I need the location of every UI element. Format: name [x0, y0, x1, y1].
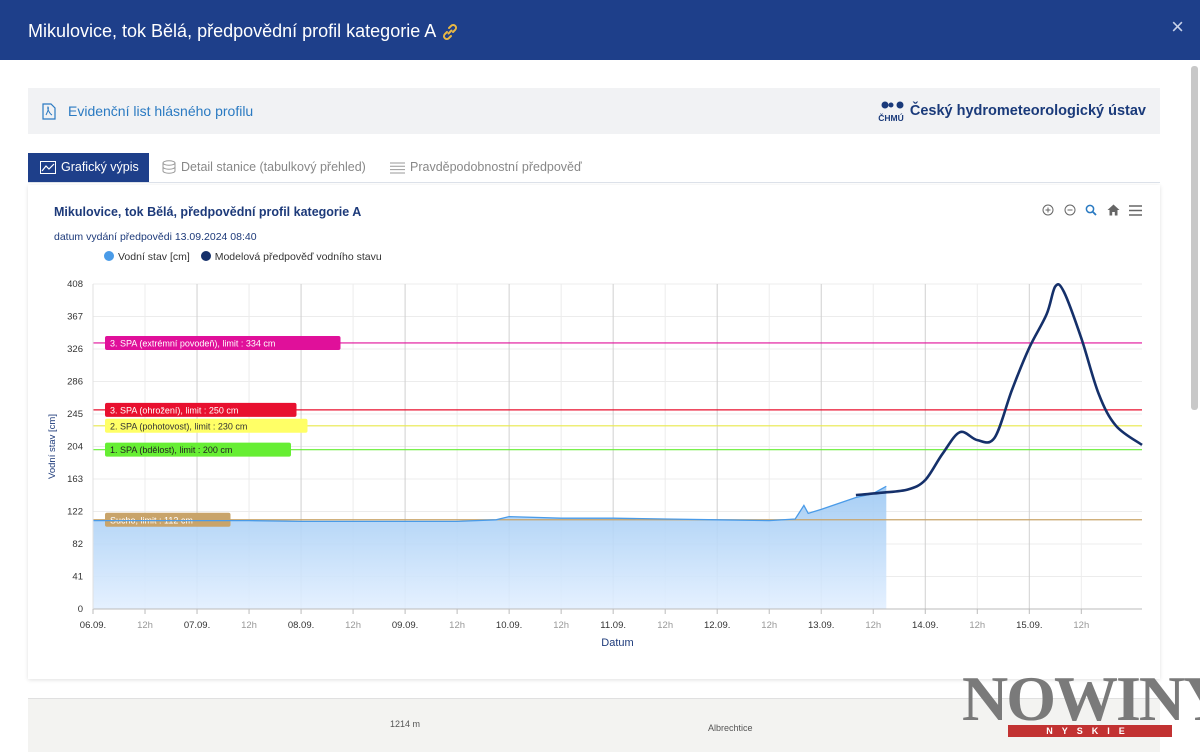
- search-icon[interactable]: [1085, 203, 1097, 221]
- x-tick-label: 12h: [1073, 620, 1089, 631]
- chart-toolbar: [1037, 203, 1142, 221]
- zoom-out-icon[interactable]: [1064, 203, 1076, 221]
- legend-label: Modelová předpověď vodního stavu: [214, 251, 382, 263]
- x-tick-label: 12h: [761, 620, 777, 631]
- x-tick-label: 11.09.: [600, 620, 626, 631]
- observed-area: [93, 486, 887, 609]
- legend-dot: [200, 251, 211, 261]
- tab-label: Detail stanice (tabulkový přehled): [181, 160, 366, 174]
- chart-icon: [40, 161, 56, 177]
- x-tick-label: 13.09.: [808, 620, 834, 631]
- threshold-label: 3. SPA (extrémní povodeň), limit : 334 c…: [110, 338, 275, 348]
- legend-item-forecast[interactable]: Modelová předpověď vodního stavu: [200, 251, 382, 263]
- x-tick-label: 12.09.: [704, 620, 730, 631]
- x-tick-label: 12h: [137, 620, 153, 631]
- x-axis-label: Datum: [601, 637, 633, 649]
- chart-area: [93, 486, 887, 609]
- threshold-label-bg: [105, 442, 291, 457]
- chmu-logo: ČHMÚ: [874, 100, 908, 124]
- y-tick-label: 41: [72, 572, 83, 583]
- window-titlebar: Mikulovice, tok Bělá, předpovědní profil…: [0, 0, 1200, 60]
- y-tick-label: 245: [67, 409, 83, 420]
- map-label: 1214 m: [390, 719, 421, 729]
- threshold-lines: 3. SPA (extrémní povodeň), limit : 334 c…: [93, 335, 1142, 527]
- chart-lines: [93, 282, 1143, 523]
- x-tick-label: 08.09.: [288, 620, 314, 631]
- tab-probabilistic[interactable]: Pravděpodobnostní předpověď: [390, 153, 610, 182]
- y-tick-label: 326: [67, 344, 83, 355]
- pdf-icon: [42, 103, 56, 120]
- y-tick-label: 204: [67, 442, 83, 453]
- water-level-chart: 3. SPA (extrémní povodeň), limit : 334 c…: [47, 279, 1143, 649]
- tab-label: Pravděpodobnostní předpověď: [410, 160, 582, 174]
- threshold-label-bg: [105, 402, 297, 417]
- tab-label: Grafický výpis: [61, 160, 139, 174]
- chart-title: Mikulovice, tok Bělá, předpovědní profil…: [54, 205, 362, 219]
- database-icon: [162, 160, 176, 177]
- y-tick-label: 367: [67, 312, 83, 323]
- tab-station-detail[interactable]: Detail stanice (tabulkový přehled): [162, 153, 378, 182]
- map-strip[interactable]: 1214 m Albrechtice: [28, 698, 1160, 752]
- forecast-line: [855, 282, 1143, 497]
- info-bar: Evidenční list hlásného profilu ČHMÚ Čes…: [28, 88, 1160, 134]
- observed-line: [93, 485, 887, 523]
- threshold-label: 2. SPA (pohotovost), limit : 230 cm: [110, 421, 247, 431]
- x-tick-label: 09.09.: [392, 620, 418, 631]
- y-axis-label: Vodní stav [cm]: [47, 414, 58, 479]
- zoom-in-icon[interactable]: [1042, 203, 1054, 221]
- y-tick-label: 82: [72, 539, 83, 550]
- x-tick-label: 12h: [241, 620, 257, 631]
- y-tick-label: 408: [67, 279, 83, 290]
- home-icon[interactable]: [1107, 203, 1120, 221]
- map-label: Albrechtice: [708, 723, 753, 733]
- legend-label: Vodní stav [cm]: [118, 251, 190, 263]
- window-title: Mikulovice, tok Bělá, předpovědní profil…: [28, 21, 437, 41]
- x-tick-label: 15.09.: [1016, 620, 1042, 631]
- watermark-word: NOWINY: [962, 663, 1200, 734]
- x-tick-label: 10.09.: [496, 620, 522, 631]
- x-tick-label: 14.09.: [912, 620, 938, 631]
- list-icon: [390, 162, 405, 177]
- scrollbar[interactable]: [1191, 66, 1198, 410]
- institution-name: Český hydrometeorologický ústav: [909, 103, 1146, 119]
- threshold-label-bg: [105, 335, 341, 350]
- threshold-label: 3. SPA (ohrožení), limit : 250 cm: [110, 405, 238, 415]
- chart-axes: 0 41 82 122 163 204 245 286 326 367 408 06.09. 12h 07…: [67, 279, 1142, 631]
- x-tick-label: 12h: [865, 620, 881, 631]
- evidence-list-link[interactable]: Evidenční list hlásného profilu: [68, 103, 254, 119]
- threshold-label-bg: [105, 512, 231, 527]
- menu-icon[interactable]: [1129, 203, 1142, 221]
- y-tick-label: 0: [78, 604, 83, 615]
- view-tabs: Grafický výpis Detail stanice (tabulkový…: [28, 153, 1160, 183]
- y-tick-label: 286: [67, 377, 83, 388]
- chart-subtitle: datum vydání předpovědi 13.09.2024 08:40: [54, 231, 257, 243]
- legend-item-water-level[interactable]: Vodní stav [cm]: [104, 251, 190, 263]
- x-tick-label: 12h: [657, 620, 673, 631]
- chart-legend: Vodní stav [cm] Modelová předpověď vodní…: [104, 251, 390, 263]
- logo-text: ČHMÚ: [878, 112, 904, 123]
- y-tick-label: 163: [67, 474, 83, 485]
- x-tick-label: 12h: [553, 620, 569, 631]
- link-icon[interactable]: [440, 22, 460, 42]
- close-icon[interactable]: ×: [1171, 14, 1184, 39]
- x-tick-label: 12h: [345, 620, 361, 631]
- watermark-logo: NOWINY NYSKIE: [942, 655, 1200, 752]
- threshold-label: 1. SPA (bdělost), limit : 200 cm: [110, 445, 232, 455]
- y-tick-label: 122: [67, 507, 83, 518]
- x-tick-label: 12h: [449, 620, 465, 631]
- x-tick-label: 06.09.: [80, 620, 106, 631]
- x-tick-label: 07.09.: [184, 620, 210, 631]
- tab-graphic[interactable]: Grafický výpis: [28, 153, 149, 182]
- x-tick-label: 12h: [969, 620, 985, 631]
- watermark-strip: NYSKIE: [1008, 725, 1172, 737]
- legend-dot: [104, 251, 114, 261]
- threshold-label-bg: [105, 418, 308, 433]
